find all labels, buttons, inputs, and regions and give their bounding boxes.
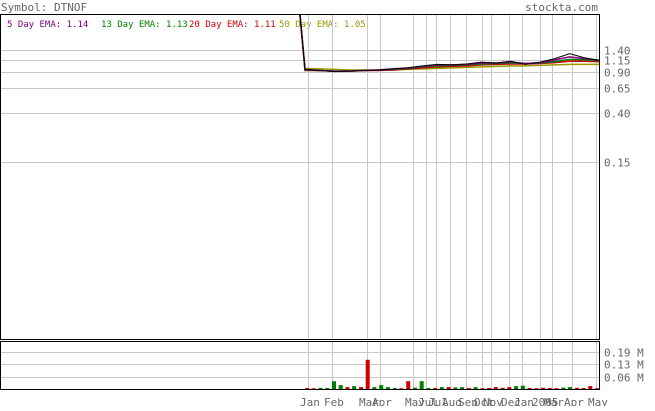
price-axis: 1.401.150.90 0.65 0.40 0.15	[604, 45, 631, 170]
volume-bar	[534, 388, 539, 390]
volume-bar	[595, 388, 599, 390]
legend-item-5-day-ema: 5 Day EMA: 1.14	[7, 20, 88, 30]
site-name: stockta.com	[525, 1, 598, 14]
volume-bar	[419, 381, 424, 389]
volume-bar	[352, 386, 357, 389]
time-tick-label: Jan	[514, 396, 534, 406]
price-line	[299, 14, 600, 73]
volume-bar	[507, 387, 512, 389]
volume-bar	[547, 388, 552, 389]
price-tick-label: 0.15	[604, 157, 631, 170]
volume-bar	[514, 386, 519, 389]
volume-grid	[1, 342, 599, 389]
time-tick-label: Jan	[300, 396, 320, 406]
volume-bar	[487, 388, 492, 389]
volume-bar	[493, 387, 498, 389]
legend: 5 Day EMA: 1.14 13 Day EMA: 1.13 20 Day …	[7, 20, 366, 30]
volume-tick-label: 0.06 M	[604, 372, 644, 385]
volume-bar	[433, 388, 438, 389]
time-tick-label: Apr	[372, 396, 392, 406]
price-tick-label: 0.40	[604, 108, 631, 121]
volume-bar	[439, 387, 444, 389]
volume-bar	[325, 388, 330, 389]
volume-bars	[305, 359, 599, 390]
volume-tick-label: 0.13 M	[604, 359, 644, 372]
volume-bar	[527, 388, 532, 389]
legend-item-20-day-ema: 20 Day EMA: 1.11	[189, 20, 276, 30]
volume-bar	[500, 387, 505, 389]
price-tick-label: 1.15	[604, 55, 631, 68]
volume-bar	[365, 359, 370, 389]
volume-tick-label: 0.19 M	[604, 347, 644, 360]
time-tick-label: Feb	[324, 396, 344, 406]
volume-bar	[311, 388, 316, 390]
volume-bar	[446, 387, 451, 389]
volume-bar	[412, 387, 417, 389]
time-tick-label: Mar	[544, 396, 564, 406]
volume-bar	[520, 385, 525, 389]
volume-axis: 0.19 M0.13 M0.06 M	[604, 347, 644, 385]
volume-bar	[332, 381, 336, 389]
volume-bar	[392, 388, 397, 389]
legend-item-50-day-ema: 50 Day EMA: 1.05	[279, 20, 366, 30]
volume-bar	[359, 387, 363, 389]
volume-bar	[379, 385, 384, 389]
price-panel-frame	[0, 14, 600, 340]
header: Symbol: DTNOF stockta.com	[1, 1, 598, 14]
price-series	[299, 14, 600, 73]
volume-bar	[345, 387, 350, 389]
volume-bar	[581, 388, 586, 389]
volume-bar	[541, 387, 545, 389]
volume-bar	[568, 387, 572, 389]
price-tick-label: 0.65	[604, 83, 631, 96]
volume-bar	[588, 386, 593, 389]
volume-bar	[554, 388, 559, 390]
volume-bar	[453, 387, 458, 389]
volume-panel-frame	[0, 341, 600, 390]
volume-bar	[385, 387, 390, 389]
volume-bar	[399, 388, 404, 390]
symbol-label: Symbol: DTNOF	[1, 1, 87, 14]
legend-item-13-day-ema: 13 Day EMA: 1.13	[101, 20, 188, 30]
volume-bar	[305, 388, 309, 389]
volume-bar	[561, 387, 566, 389]
volume-bar	[318, 387, 323, 389]
price-tick-label: 1.40	[604, 45, 631, 58]
series-line-50-day-ema	[299, 14, 599, 71]
volume-bar	[466, 388, 471, 389]
time-tick-label: May	[588, 396, 608, 406]
time-tick-label: Apr	[564, 396, 584, 406]
volume-bar	[460, 387, 465, 389]
volume-bar	[480, 388, 485, 390]
volume-bar	[574, 387, 579, 389]
volume-bar	[372, 387, 377, 389]
price-tick-label: 0.90	[604, 67, 631, 80]
volume-bar	[426, 388, 431, 389]
volume-bar	[473, 387, 478, 389]
volume-bar	[406, 381, 411, 389]
volume-bar	[338, 385, 343, 389]
